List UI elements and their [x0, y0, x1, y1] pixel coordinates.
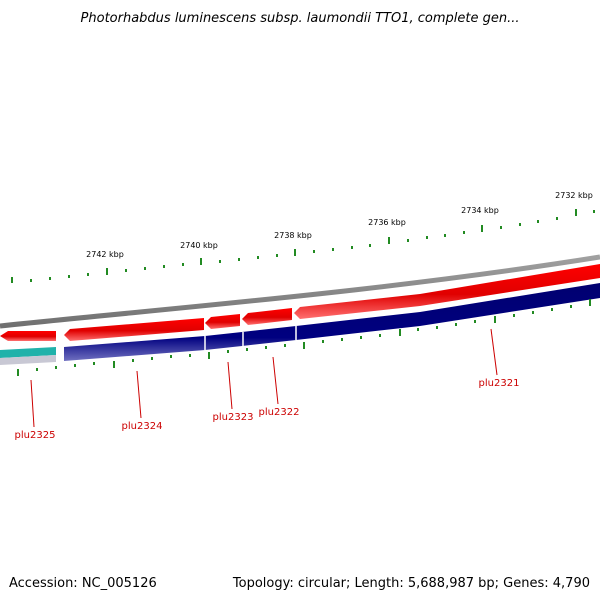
gene-label-plu2322[interactable]: plu2322: [259, 407, 300, 418]
summary-text: Topology: circular; Length: 5,688,987 bp…: [232, 576, 590, 591]
gene-arrow-plu2323: [205, 314, 240, 329]
accession-text: Accession: NC_005126: [9, 576, 157, 591]
gene-arrow-left: [0, 331, 56, 341]
gc-track-left: [0, 347, 56, 358]
backbone-ring: [0, 254, 600, 329]
scale-ticks-upper: [11, 209, 595, 283]
gene-label-plu2323[interactable]: plu2323: [213, 412, 254, 423]
scale-ticks-lower: [17, 299, 591, 376]
gene-label-plu2324[interactable]: plu2324: [122, 421, 163, 432]
gc-track-left-light: [0, 355, 56, 365]
gene-arrow-plu2324: [64, 318, 204, 341]
scale-label-2740: 2740 kbp: [180, 241, 218, 250]
scale-label-2742: 2742 kbp: [86, 250, 124, 259]
gene-arrow-plu2322: [242, 308, 292, 325]
gene-label-plu2321[interactable]: plu2321: [479, 378, 520, 389]
scale-label-2732: 2732 kbp: [555, 191, 593, 200]
gene-arrow-plu2321: [294, 264, 600, 319]
gene-label-plu2325[interactable]: plu2325: [15, 430, 56, 441]
scale-label-2738: 2738 kbp: [274, 231, 312, 240]
scale-label-2734: 2734 kbp: [461, 206, 499, 215]
cds-band: [64, 283, 600, 361]
map-title: Photorhabdus luminescens subsp. laumondi…: [81, 11, 520, 26]
scale-label-2736: 2736 kbp: [368, 218, 406, 227]
gene-leader-lines: [30, 328, 498, 428]
